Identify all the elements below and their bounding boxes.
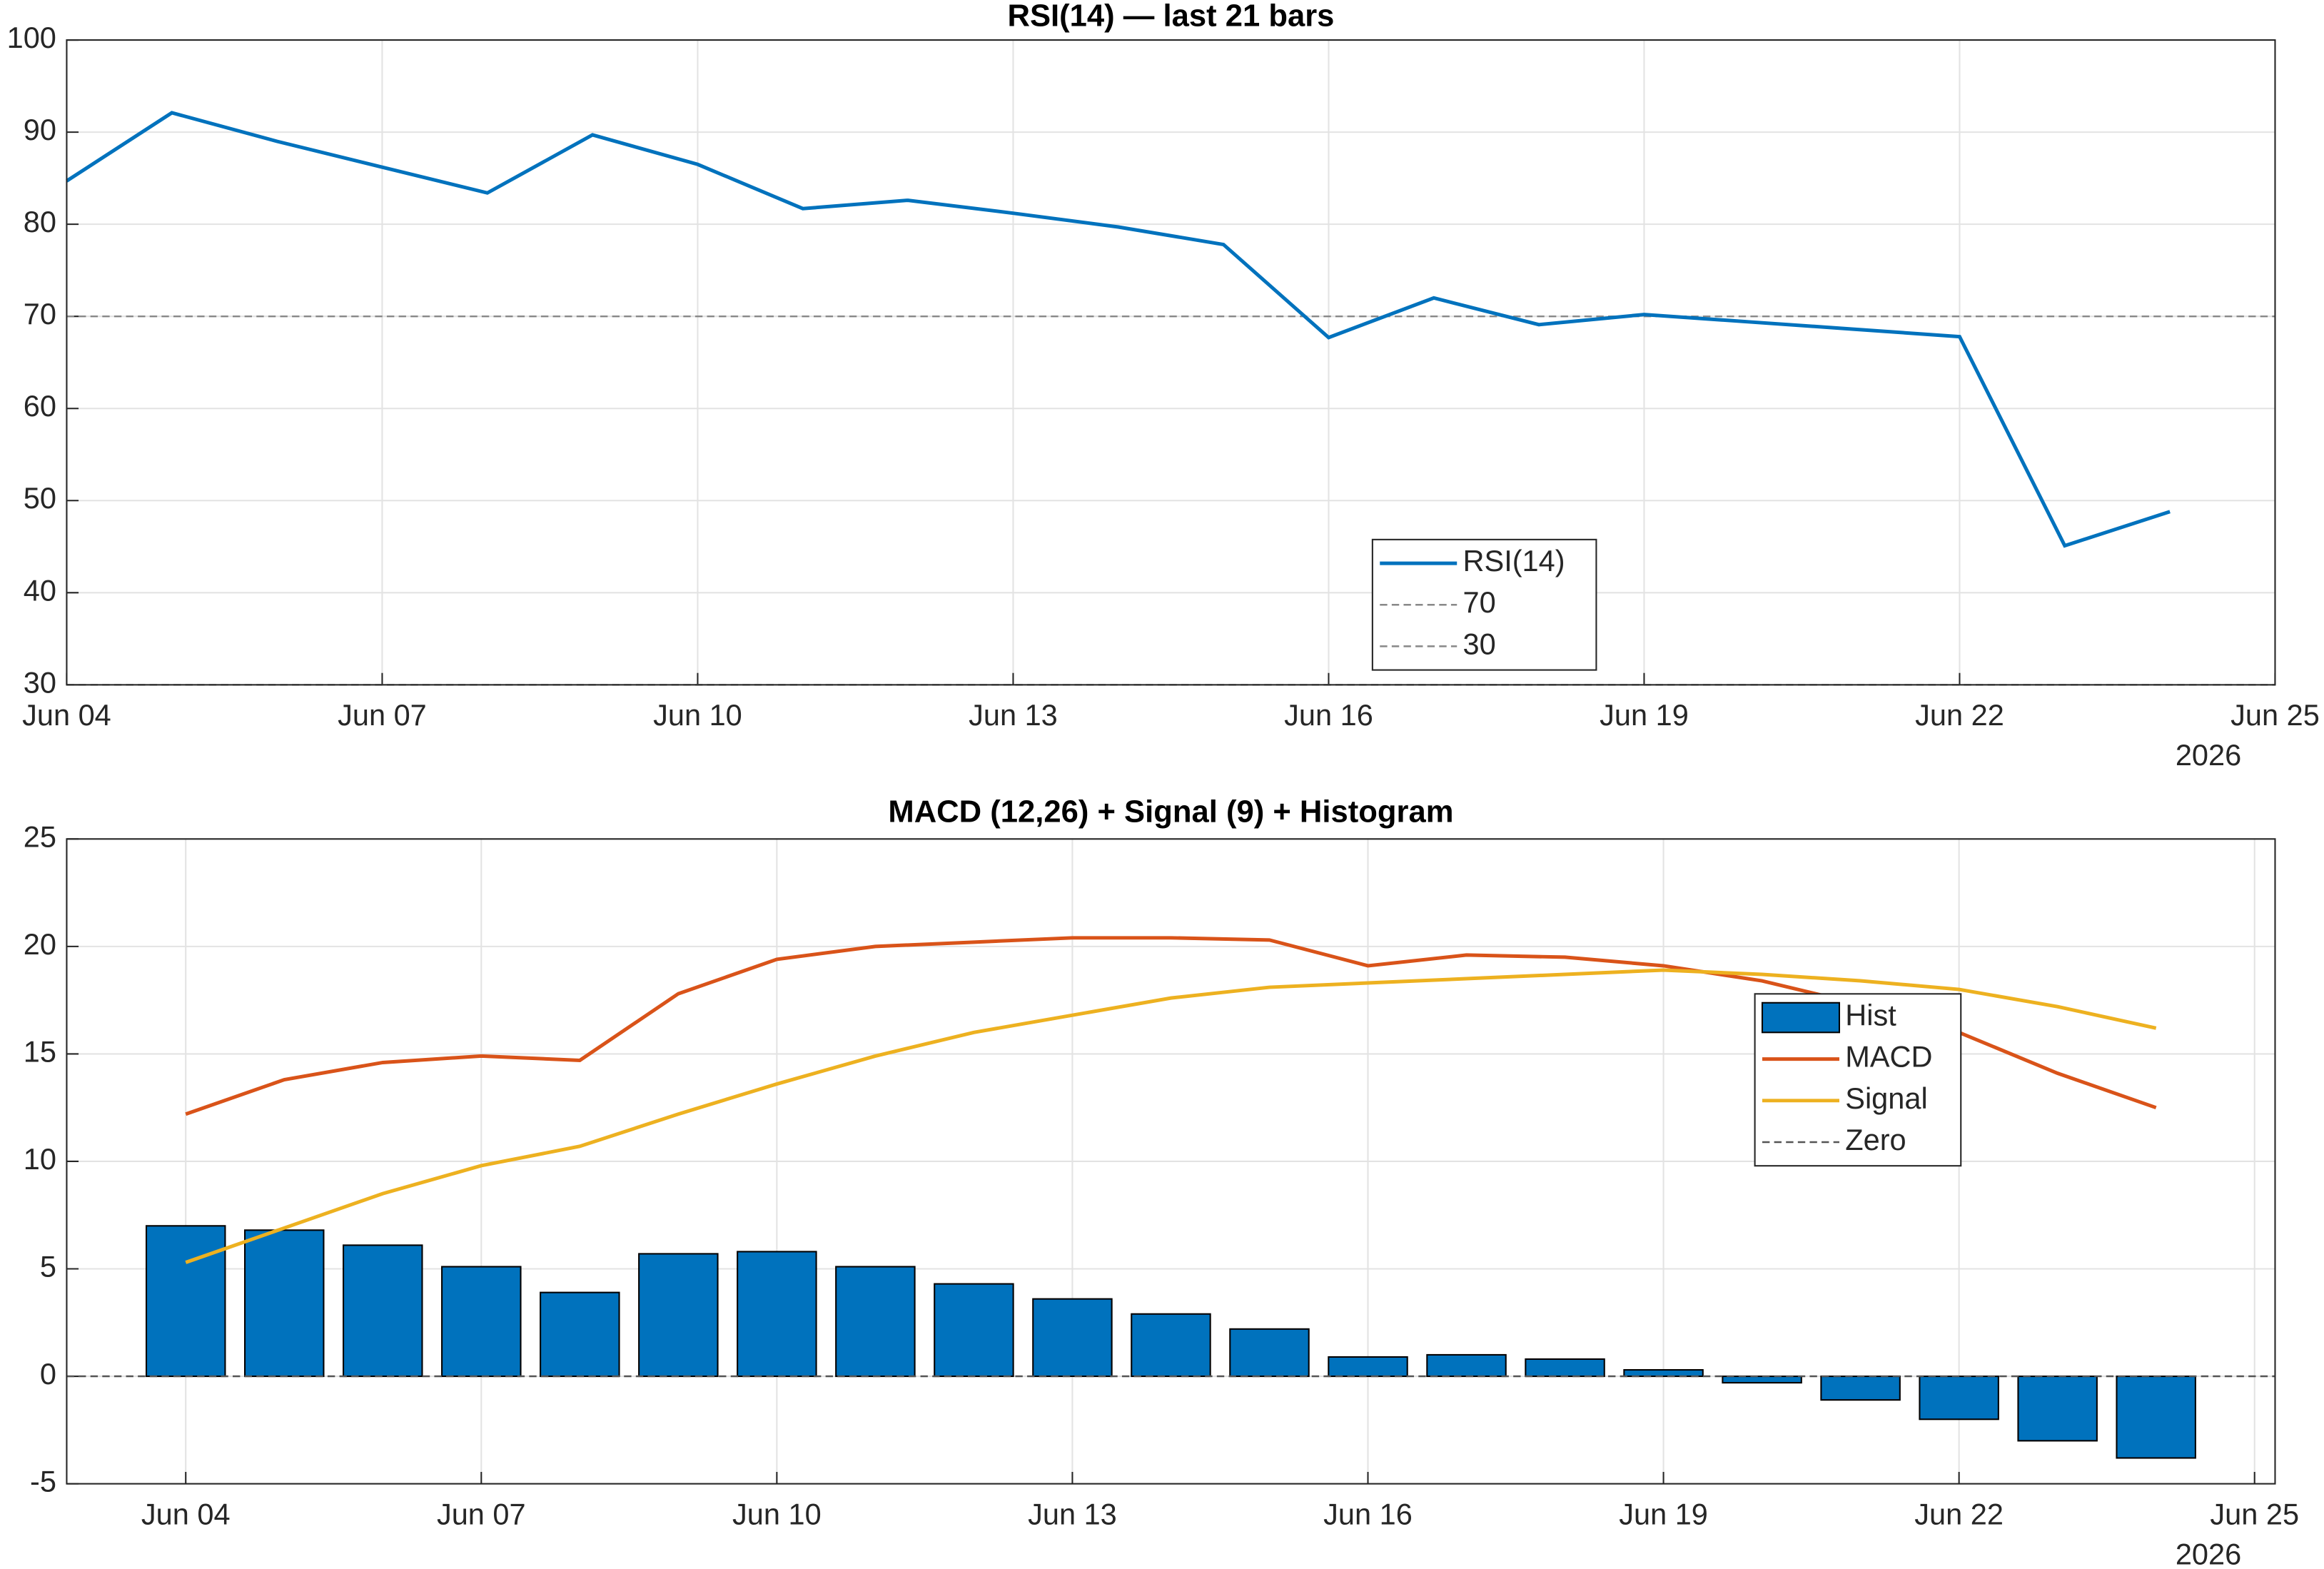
- legend-label: RSI(14): [1463, 544, 1565, 577]
- x-tick-label: Jun 16: [1323, 1497, 1413, 1530]
- legend-label: 30: [1463, 627, 1496, 660]
- legend-label: Signal: [1845, 1081, 1927, 1115]
- bar: [1525, 1358, 1605, 1378]
- bar: [737, 1251, 817, 1378]
- legend-label: MACD: [1845, 1040, 1932, 1074]
- y-tick-label: 5: [40, 1249, 56, 1283]
- bar: [2017, 1376, 2098, 1442]
- bar: [1328, 1356, 1408, 1378]
- y-tick-label: 100: [7, 21, 56, 54]
- chart: MACD (12,26) + Signal (9) + Histogram -5 0…: [24, 795, 2299, 1569]
- x-tick-label: Jun 13: [1028, 1497, 1117, 1530]
- y-tick-label: -5: [30, 1465, 56, 1498]
- x-tick-label: Jun 10: [653, 698, 742, 732]
- y-tick-label: 10: [24, 1142, 56, 1176]
- y-tick-label: 0: [40, 1357, 56, 1391]
- x-tick-label: Jun 04: [22, 698, 111, 732]
- x-tick-label: Jun 10: [732, 1497, 822, 1530]
- bar: [145, 1225, 226, 1378]
- bar: [1131, 1313, 1211, 1378]
- bar: [1623, 1368, 1704, 1378]
- legend-label: Zero: [1845, 1123, 1906, 1156]
- y-tick-label: 50: [24, 481, 56, 515]
- y-tick-label: 60: [24, 389, 56, 423]
- bar: [1919, 1376, 1999, 1421]
- x-tick-label: Jun 19: [1619, 1497, 1708, 1530]
- x-year-label: 2026: [2176, 738, 2241, 772]
- bar: [934, 1283, 1014, 1378]
- x-tick-label: Jun 07: [437, 1497, 526, 1530]
- bar: [2116, 1376, 2196, 1459]
- legend-swatch: [1761, 1002, 1841, 1034]
- y-tick-label: 70: [24, 297, 56, 331]
- chart-title: RSI(14) — last 21 bars: [1007, 0, 1334, 33]
- y-tick-label: 15: [24, 1034, 56, 1068]
- bar: [1426, 1353, 1507, 1378]
- y-tick-label: 80: [24, 205, 56, 238]
- plot-frame: [66, 39, 2276, 686]
- bar: [1722, 1376, 1802, 1384]
- y-tick-label: 40: [24, 573, 56, 607]
- series-line: [66, 111, 2171, 548]
- plot-frame: [66, 838, 2276, 1485]
- x-tick-label: Jun 25: [2230, 698, 2320, 732]
- x-tick-label: Jun 22: [1914, 1497, 2004, 1530]
- bar: [1229, 1328, 1310, 1378]
- series-line: [185, 968, 2157, 1264]
- x-tick-label: Jun 04: [141, 1497, 231, 1530]
- bar: [1032, 1298, 1113, 1378]
- bar: [540, 1291, 620, 1378]
- legend-label: 70: [1463, 585, 1496, 619]
- plot-area: [66, 40, 2275, 685]
- bar: [244, 1229, 325, 1378]
- bar: [343, 1244, 423, 1378]
- x-tick-label: Jun 25: [2210, 1497, 2299, 1530]
- chart: RSI(14) — last 21 bars 30 40 50 60 70 80 90 100 J…: [7, 0, 2320, 772]
- x-tick-label: Jun 22: [1915, 698, 2004, 732]
- x-year-label: 2026: [2176, 1537, 2241, 1569]
- chart-title: MACD (12,26) + Signal (9) + Histogram: [888, 795, 1453, 829]
- y-tick-label: 25: [24, 819, 56, 853]
- x-tick-label: Jun 13: [969, 698, 1058, 732]
- bar: [835, 1266, 916, 1378]
- x-tick-label: Jun 19: [1600, 698, 1689, 732]
- bar: [441, 1266, 522, 1378]
- bar: [638, 1253, 719, 1378]
- x-tick-label: Jun 07: [338, 698, 427, 732]
- legend-label: Hist: [1845, 999, 1896, 1032]
- y-tick-label: 20: [24, 927, 56, 961]
- bar: [1820, 1376, 1901, 1401]
- x-tick-label: Jun 16: [1284, 698, 1373, 732]
- y-tick-label: 30: [24, 665, 56, 699]
- y-tick-label: 90: [24, 113, 56, 146]
